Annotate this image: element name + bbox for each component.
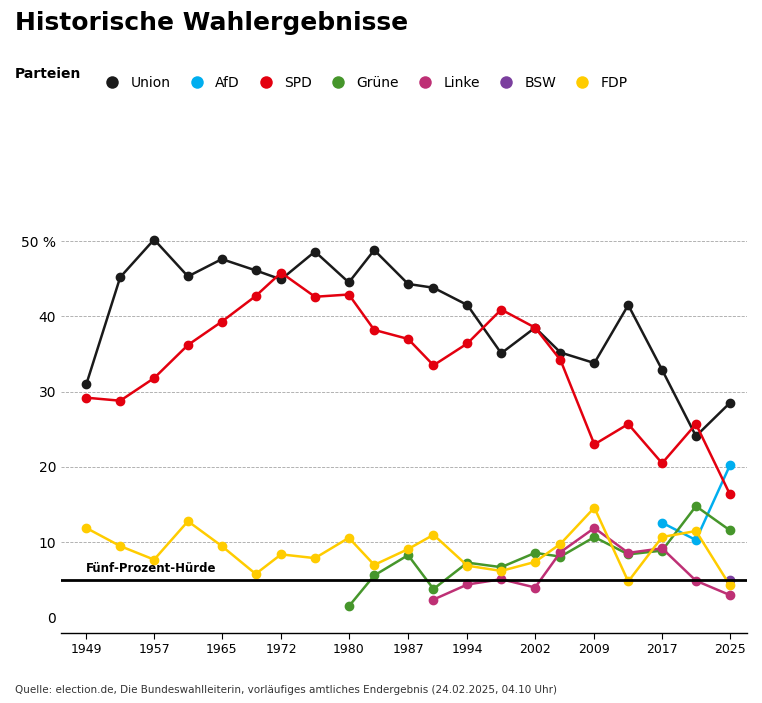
Legend: Union, AfD, SPD, Grüne, Linke, BSW, FDP: Union, AfD, SPD, Grüne, Linke, BSW, FDP [98,76,628,89]
Text: Quelle: election.de, Die Bundeswahlleiterin, vorläufiges amtliches Endergebnis (: Quelle: election.de, Die Bundeswahlleite… [15,685,557,695]
Text: Historische Wahlergebnisse: Historische Wahlergebnisse [15,11,408,34]
Text: Parteien: Parteien [15,67,82,81]
Text: Fünf-Prozent-Hürde: Fünf-Prozent-Hürde [86,562,217,576]
